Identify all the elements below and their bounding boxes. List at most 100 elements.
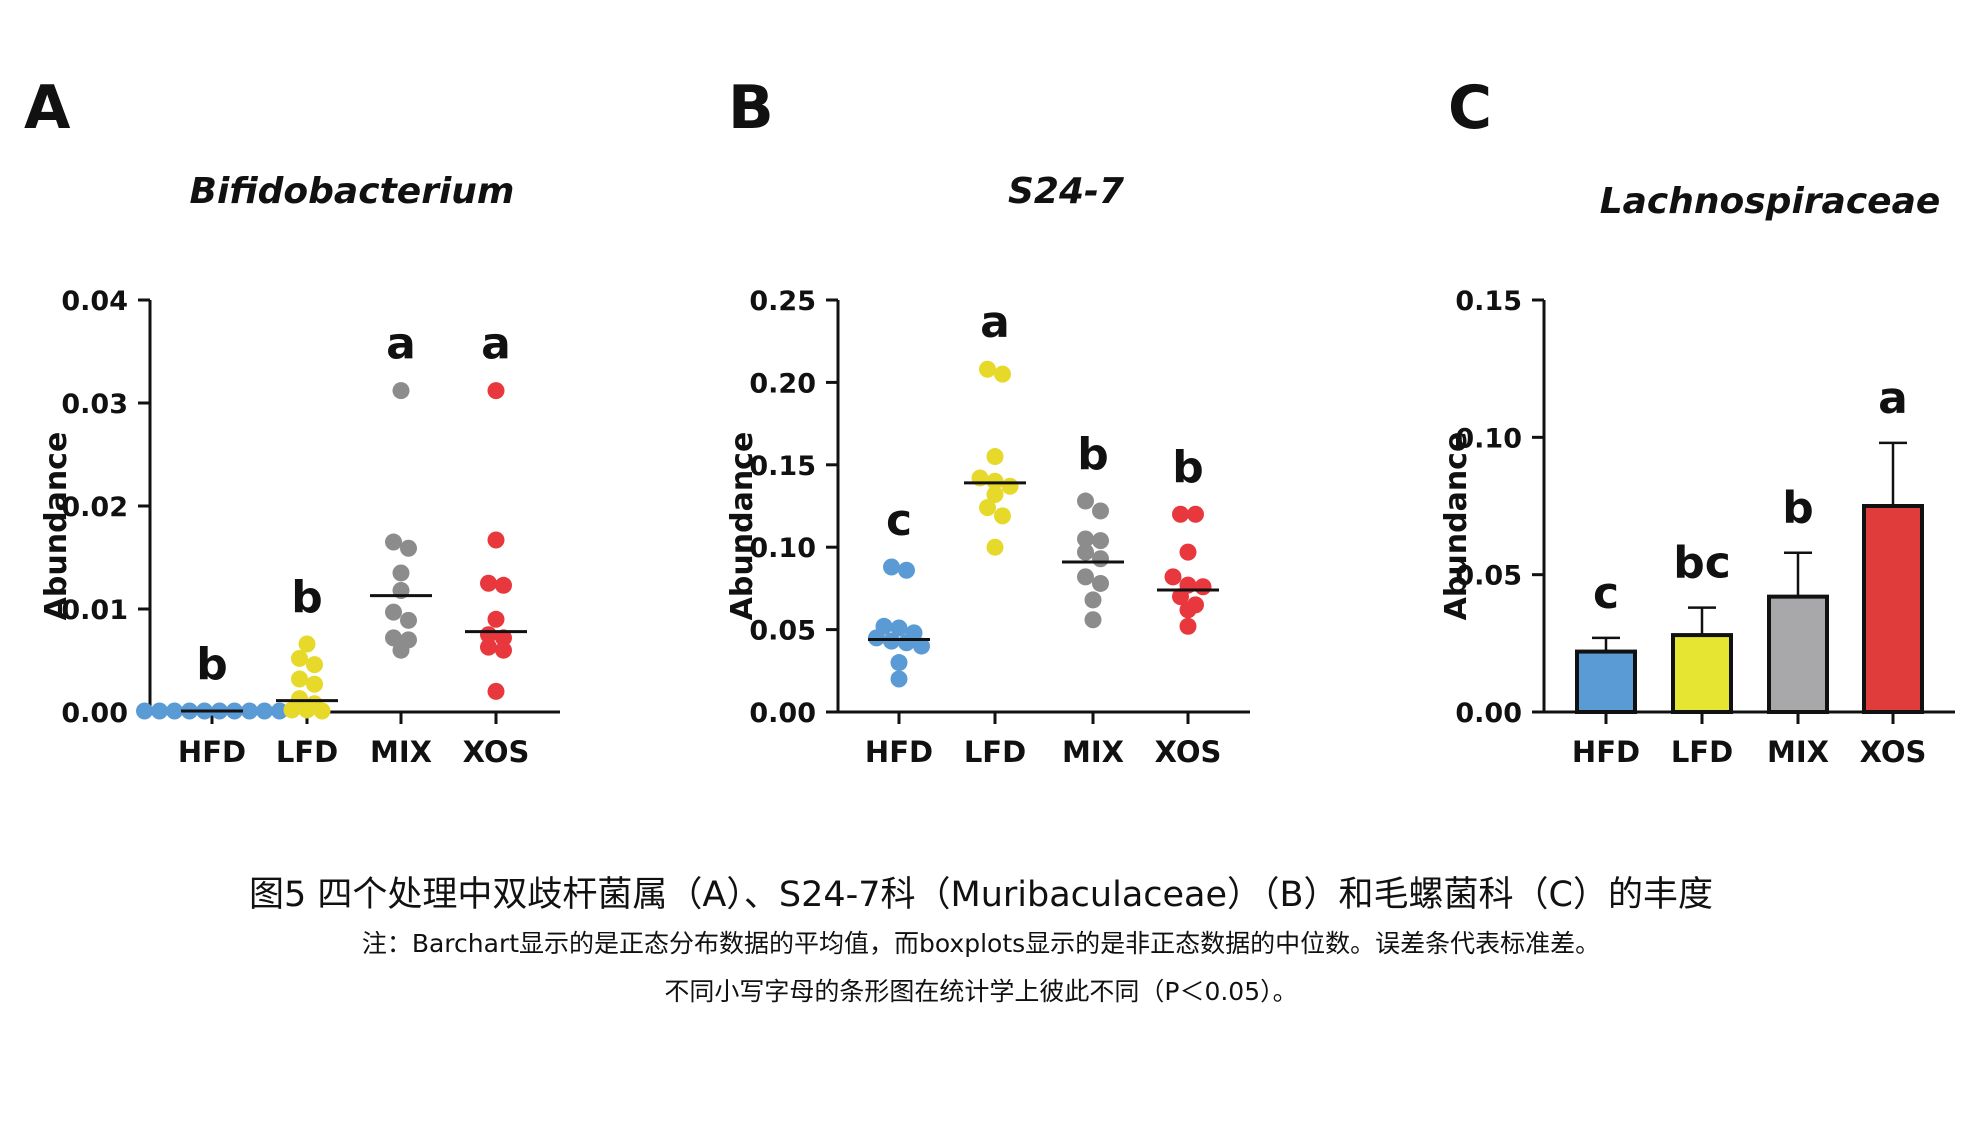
x-tick-label: LFD bbox=[276, 735, 338, 769]
x-tick-label: MIX bbox=[1767, 735, 1829, 769]
data-point bbox=[400, 611, 417, 629]
y-tick-label: 0.15 bbox=[749, 451, 816, 482]
data-point bbox=[1077, 568, 1094, 586]
data-point bbox=[1187, 505, 1204, 523]
y-tick-label: 0.04 bbox=[61, 286, 128, 317]
data-point bbox=[495, 641, 512, 659]
data-point bbox=[151, 702, 168, 720]
data-point bbox=[1194, 578, 1212, 596]
y-tick-label: 0.20 bbox=[749, 368, 816, 399]
data-point bbox=[136, 702, 153, 720]
data-point bbox=[271, 702, 288, 720]
data-point bbox=[1172, 505, 1189, 523]
data-point bbox=[994, 507, 1011, 525]
y-axis-label: Abundance bbox=[39, 432, 74, 621]
data-point bbox=[1084, 591, 1102, 609]
panel-label: B bbox=[728, 73, 774, 143]
bar bbox=[1767, 594, 1829, 715]
data-point bbox=[298, 635, 316, 653]
x-tick-label: XOS bbox=[1860, 735, 1927, 769]
x-tick-label: MIX bbox=[1062, 735, 1124, 769]
significance-letter: b bbox=[1172, 442, 1204, 493]
figure: A Bifidobacterium Abundance 0.00 0.01 0.02 0.0… bbox=[24, 73, 1955, 769]
data-point bbox=[883, 558, 900, 576]
bar bbox=[1575, 649, 1637, 714]
data-point bbox=[291, 649, 308, 667]
data-point bbox=[994, 365, 1011, 383]
significance-letter: a bbox=[481, 319, 511, 370]
data-point bbox=[1001, 477, 1019, 495]
data-point bbox=[480, 638, 497, 656]
x-tick-label: XOS bbox=[1155, 735, 1222, 769]
caption-note: 注：Barchart显示的是正态分布数据的平均值，而boxplots显示的是非正… bbox=[361, 929, 1601, 958]
y-tick-label: 0.15 bbox=[1455, 286, 1522, 317]
data-point bbox=[291, 670, 308, 688]
data-point bbox=[986, 485, 1004, 503]
x-tick-label: LFD bbox=[1671, 735, 1733, 769]
data-point bbox=[1092, 550, 1109, 568]
data-point bbox=[385, 533, 402, 551]
x-tick-label: HFD bbox=[865, 735, 933, 769]
data-point bbox=[890, 619, 908, 637]
data-point bbox=[283, 701, 301, 719]
y-axis-label: Abundance bbox=[1439, 432, 1474, 621]
significance-letter: a bbox=[386, 319, 416, 370]
data-point bbox=[1179, 543, 1197, 561]
x-tick-label: HFD bbox=[178, 735, 246, 769]
significance-letter: bc bbox=[1673, 538, 1731, 589]
data-point bbox=[868, 629, 885, 647]
y-tick-label: 0.00 bbox=[1455, 698, 1522, 729]
y-tick-label: 0.05 bbox=[1455, 561, 1522, 592]
caption-title: 图5 四个处理中双歧杆菌属（A）、S24-7科（Muribaculaceae）（… bbox=[249, 875, 1713, 915]
data-point bbox=[495, 629, 512, 647]
data-point bbox=[1077, 543, 1094, 561]
y-tick-label: 0.02 bbox=[61, 492, 128, 523]
y-tick-label: 0.10 bbox=[749, 533, 816, 564]
data-point bbox=[313, 702, 331, 720]
data-point bbox=[1092, 532, 1109, 550]
significance-letter: b bbox=[1782, 483, 1814, 534]
data-point bbox=[487, 682, 505, 700]
data-point bbox=[979, 360, 996, 378]
bar bbox=[1862, 504, 1924, 714]
significance-letter: c bbox=[886, 495, 912, 546]
y-tick-label: 0.00 bbox=[61, 698, 128, 729]
data-point bbox=[890, 670, 908, 688]
data-point bbox=[1179, 601, 1197, 619]
y-tick-label: 0.03 bbox=[61, 389, 128, 420]
data-point bbox=[1084, 611, 1102, 629]
data-point bbox=[487, 382, 505, 400]
data-point bbox=[392, 564, 410, 582]
data-point bbox=[986, 448, 1004, 466]
bar bbox=[1671, 633, 1733, 714]
x-tick-label: LFD bbox=[964, 735, 1026, 769]
y-axis-label: Abundance bbox=[725, 432, 760, 621]
panel-label: C bbox=[1448, 73, 1492, 143]
data-point bbox=[241, 702, 258, 720]
data-point bbox=[392, 382, 410, 400]
significance-letter: c bbox=[1593, 568, 1619, 619]
data-point bbox=[913, 637, 930, 655]
significance-letter: b bbox=[196, 639, 228, 690]
y-tick-label: 0.05 bbox=[749, 616, 816, 647]
data-point bbox=[480, 574, 497, 592]
data-point bbox=[1172, 588, 1189, 606]
significance-letter: b bbox=[1077, 429, 1109, 480]
data-point bbox=[986, 472, 1004, 490]
x-tick-label: HFD bbox=[1572, 735, 1640, 769]
data-point bbox=[898, 634, 915, 652]
chart-title: Lachnospiraceae bbox=[1600, 181, 1941, 222]
data-point bbox=[1092, 502, 1109, 520]
data-point bbox=[306, 675, 323, 693]
y-tick-label: 0.01 bbox=[61, 595, 128, 626]
chart-title: S24-7 bbox=[1008, 171, 1124, 212]
data-point bbox=[495, 576, 512, 594]
data-point bbox=[1077, 530, 1094, 548]
significance-letter: a bbox=[1878, 373, 1908, 424]
data-point bbox=[298, 701, 316, 719]
data-point bbox=[986, 538, 1004, 556]
data-point bbox=[385, 603, 402, 621]
x-tick-label: MIX bbox=[370, 735, 432, 769]
data-point bbox=[487, 610, 505, 628]
data-point bbox=[1179, 617, 1197, 635]
